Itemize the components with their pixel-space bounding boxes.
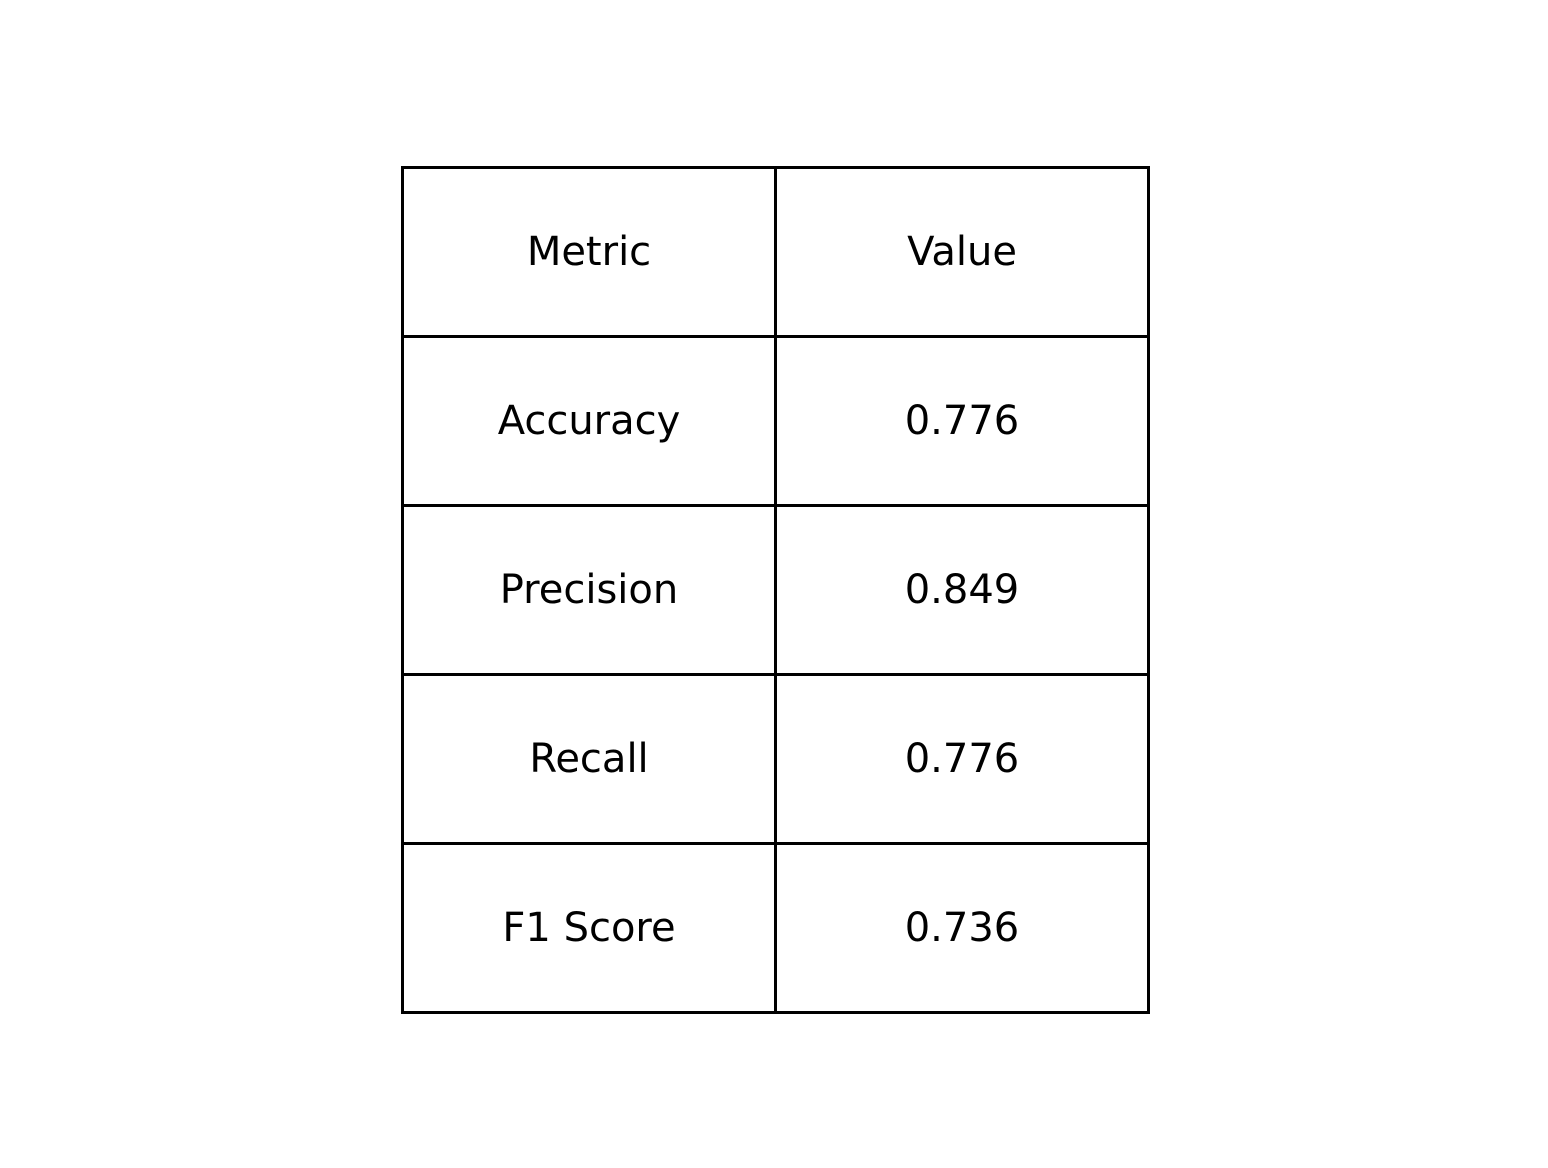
- table-row: Accuracy 0.776: [401, 335, 1150, 507]
- header-row: Metric Value: [401, 166, 1150, 338]
- value-cell: 0.776: [774, 335, 1150, 507]
- metrics-table: Metric Value Accuracy 0.776 Precision 0.…: [401, 166, 1150, 1014]
- table-row: Recall 0.776: [401, 673, 1150, 845]
- metric-cell: F1 Score: [401, 842, 777, 1014]
- table-header: Metric Value: [401, 166, 1150, 338]
- value-cell: 0.849: [774, 504, 1150, 676]
- column-header-value: Value: [774, 166, 1150, 338]
- value-cell: 0.736: [774, 842, 1150, 1014]
- metric-cell: Precision: [401, 504, 777, 676]
- table-row: Precision 0.849: [401, 504, 1150, 676]
- metric-cell: Recall: [401, 673, 777, 845]
- table-row: F1 Score 0.736: [401, 842, 1150, 1014]
- value-cell: 0.776: [774, 673, 1150, 845]
- table-body: Accuracy 0.776 Precision 0.849 Recall 0.…: [401, 335, 1150, 1014]
- column-header-metric: Metric: [401, 166, 777, 338]
- metric-cell: Accuracy: [401, 335, 777, 507]
